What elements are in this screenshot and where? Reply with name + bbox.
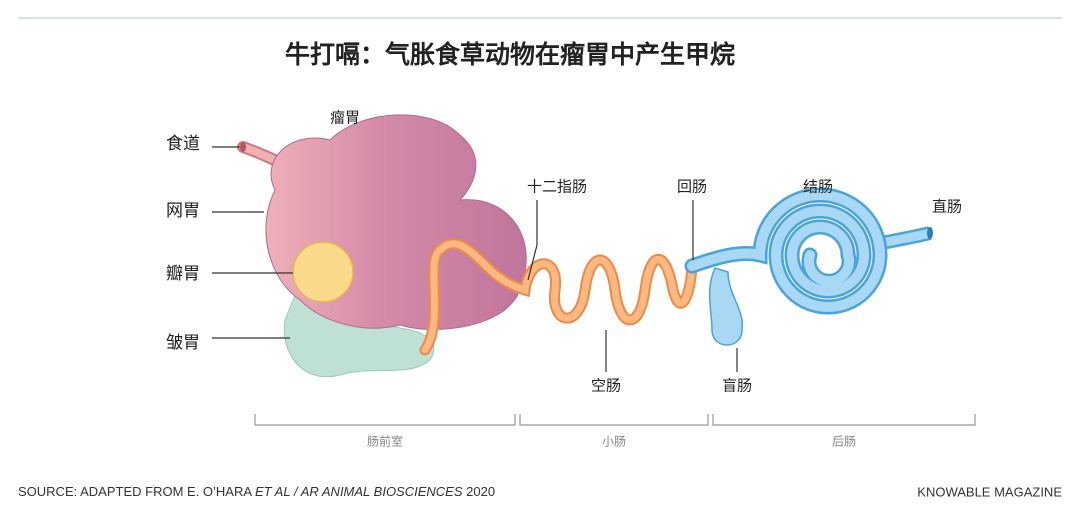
label: 十二指肠 [527, 178, 587, 196]
bracket [712, 414, 976, 426]
source-italic: ET AL / AR ANIMAL BIOSCIENCES [255, 484, 463, 499]
label: 回肠 [677, 178, 707, 196]
section-label: 小肠 [602, 435, 626, 449]
label: 食道 [166, 134, 200, 154]
omasum [292, 241, 354, 303]
label: 皱胃 [166, 333, 200, 353]
credit: KNOWABLE MAGAZINE [917, 484, 1062, 499]
source: SOURCE: ADAPTED FROM E. O’HARA ET AL / A… [18, 484, 495, 499]
label: 网胃 [166, 201, 200, 221]
esophagus-end [240, 142, 246, 152]
title: 牛打嗝：气胀食草动物在瘤胃中产生甲烷 [285, 40, 735, 69]
label: 瓣胃 [166, 264, 200, 284]
bracket [254, 414, 516, 426]
rumen [265, 114, 527, 330]
rectum-end [927, 227, 933, 239]
source-text: SOURCE: ADAPTED FROM E. O’HARA [18, 484, 255, 499]
small-intestine-inner [421, 240, 696, 354]
colon-inner [687, 190, 886, 312]
label: 瘤胃 [330, 109, 360, 127]
leader [527, 200, 538, 281]
cecum [708, 267, 744, 346]
label: 盲肠 [722, 377, 752, 395]
label: 直肠 [932, 198, 962, 216]
label: 空肠 [591, 377, 621, 395]
section-label: 后肠 [832, 435, 856, 449]
section-label: 肠前室 [367, 434, 403, 449]
source-text: 2020 [463, 484, 496, 499]
label: 结肠 [803, 178, 833, 196]
bracket [519, 414, 709, 426]
